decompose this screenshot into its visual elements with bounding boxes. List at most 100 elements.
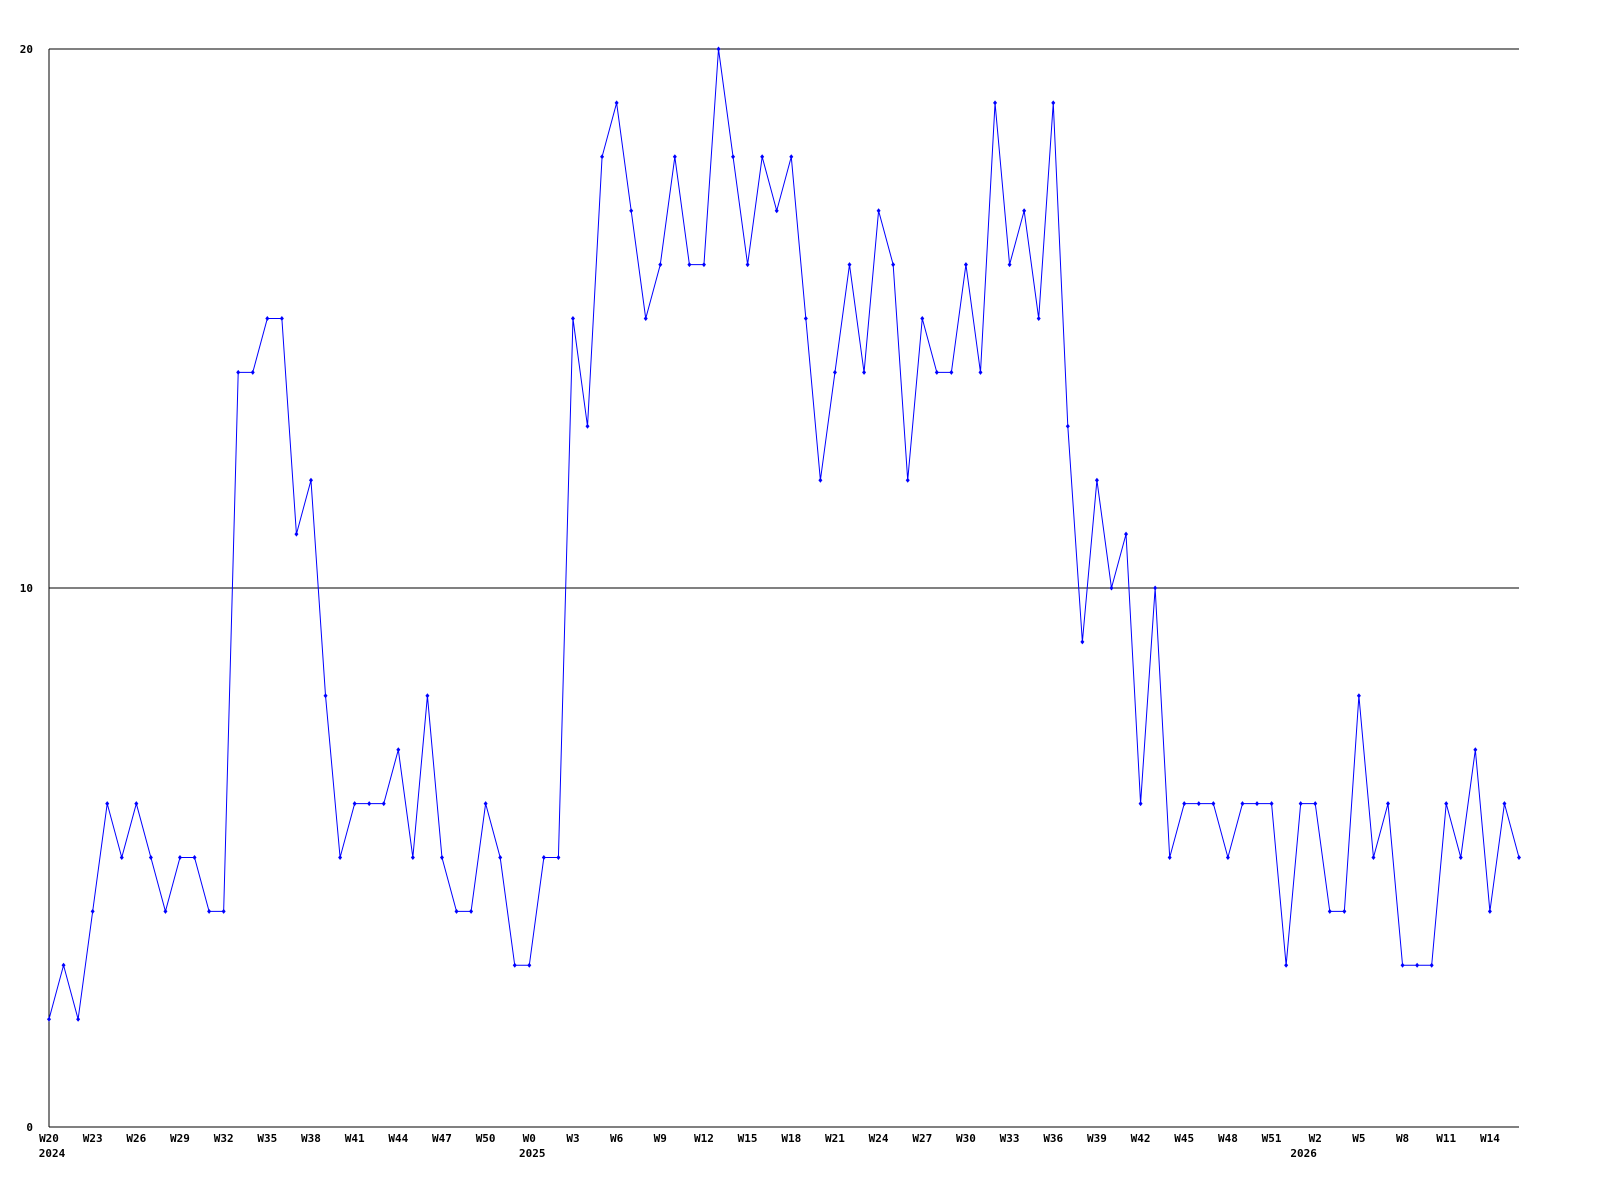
x-tick-label: W18 [781, 1132, 801, 1145]
point-marker [789, 154, 794, 160]
x-tick-label: W50 [476, 1132, 496, 1145]
point-marker [1356, 693, 1361, 699]
point-marker [701, 262, 706, 268]
point-marker [1065, 423, 1070, 429]
point-marker [920, 316, 925, 321]
year-label: 2024 [39, 1147, 66, 1160]
point-marker [308, 477, 313, 483]
point-marker [1429, 962, 1434, 968]
point-marker [760, 154, 765, 160]
year-label: 2026 [1290, 1147, 1317, 1160]
point-marker [236, 369, 241, 375]
point-marker [498, 855, 503, 860]
point-marker [1051, 100, 1056, 106]
point-marker [745, 262, 750, 268]
point-marker [221, 908, 226, 914]
point-marker [658, 262, 663, 268]
x-tick-label: W36 [1043, 1132, 1063, 1145]
point-marker [570, 316, 575, 321]
x-tick-label: W6 [610, 1132, 624, 1145]
point-marker [963, 262, 968, 268]
point-marker [600, 154, 605, 160]
point-marker [1444, 801, 1449, 807]
point-marker [1022, 208, 1027, 214]
x-tick-label: W3 [566, 1132, 579, 1145]
point-marker [1400, 962, 1405, 968]
x-tick-label: W2 [1309, 1132, 1322, 1145]
point-marker [1255, 801, 1260, 807]
x-tick-label: W26 [126, 1132, 146, 1145]
x-tick-label: W9 [654, 1132, 667, 1145]
x-tick-label: W24 [869, 1132, 889, 1145]
point-marker [90, 908, 95, 914]
point-marker [512, 962, 517, 968]
point-marker [381, 801, 386, 807]
x-tick-label: W32 [214, 1132, 234, 1145]
x-tick-label: W35 [257, 1132, 277, 1145]
point-marker [1269, 801, 1274, 807]
point-marker [774, 208, 779, 214]
point-marker [1225, 855, 1230, 860]
point-marker [585, 423, 590, 429]
point-marker [1167, 855, 1172, 860]
point-marker [818, 477, 823, 483]
point-marker [1517, 855, 1521, 860]
y-tick-label: 0 [26, 1121, 33, 1134]
x-tick-label: W23 [83, 1132, 103, 1145]
point-marker [541, 855, 546, 860]
point-marker [1371, 855, 1376, 860]
point-marker [294, 531, 299, 537]
point-marker [367, 801, 372, 807]
point-marker [891, 262, 896, 268]
point-marker [207, 908, 212, 914]
point-marker [803, 316, 808, 321]
point-marker [1036, 316, 1041, 321]
x-tick-label: W27 [912, 1132, 932, 1145]
point-marker [862, 369, 867, 375]
point-marker [1240, 801, 1245, 807]
point-marker [1094, 477, 1099, 483]
point-marker [483, 801, 488, 807]
x-tick-label: W45 [1174, 1132, 1194, 1145]
point-marker [1109, 585, 1114, 591]
x-tick-label: W12 [694, 1132, 714, 1145]
point-marker [265, 316, 270, 321]
point-marker [163, 908, 168, 914]
point-marker [76, 1016, 81, 1022]
point-marker [905, 477, 910, 483]
point-marker [1007, 262, 1012, 268]
point-marker [934, 369, 939, 375]
x-tick-label: W38 [301, 1132, 321, 1145]
x-tick-label: W14 [1480, 1132, 1500, 1145]
point-marker [1080, 639, 1085, 645]
x-tick-label: W47 [432, 1132, 452, 1145]
point-marker [352, 801, 357, 807]
x-tick-label: W44 [388, 1132, 408, 1145]
point-marker [250, 369, 255, 375]
point-marker [148, 855, 153, 860]
point-marker [1284, 962, 1289, 968]
point-marker [643, 316, 648, 321]
point-marker [847, 262, 852, 268]
x-tick-label: W42 [1131, 1132, 1151, 1145]
x-tick-label: W30 [956, 1132, 976, 1145]
x-tick-label: W33 [1000, 1132, 1020, 1145]
point-marker [1458, 855, 1463, 860]
point-marker [672, 154, 677, 160]
point-marker [1415, 962, 1420, 968]
point-marker [177, 855, 182, 860]
point-marker [396, 747, 401, 753]
point-marker [105, 801, 110, 807]
point-marker [993, 100, 998, 106]
point-marker [1138, 801, 1143, 807]
y-tick-label: 20 [20, 43, 33, 56]
y-tick-label: 10 [20, 582, 33, 595]
x-tick-label: W29 [170, 1132, 190, 1145]
point-marker [1196, 801, 1201, 807]
point-marker [1487, 908, 1492, 914]
point-marker [410, 855, 415, 860]
point-marker [1124, 531, 1129, 537]
point-marker [47, 1016, 51, 1022]
year-label: 2025 [519, 1147, 546, 1160]
